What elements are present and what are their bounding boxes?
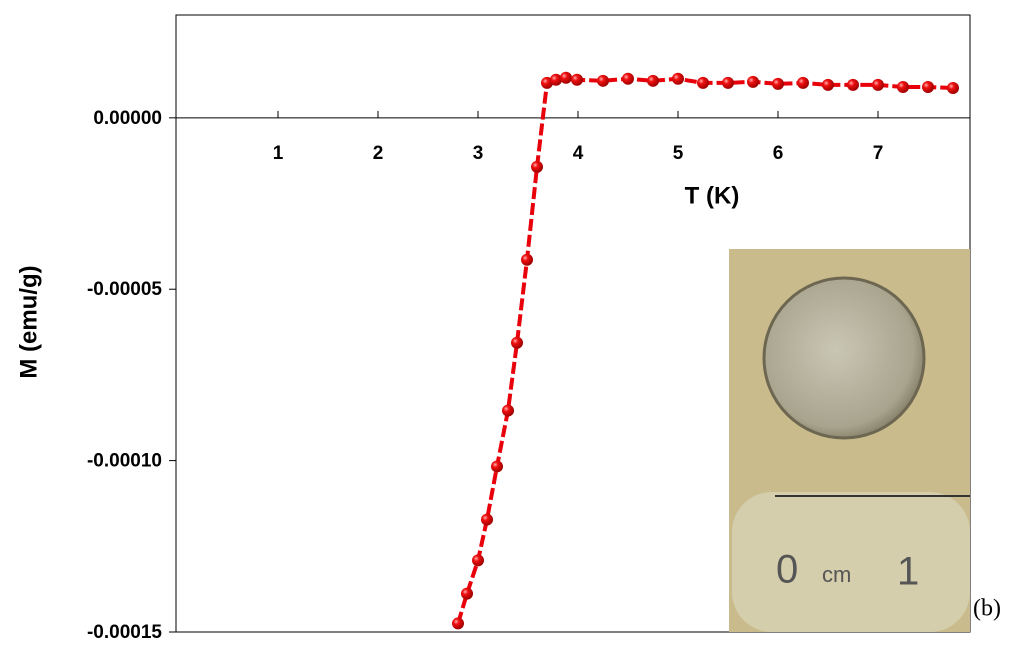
data-point	[947, 82, 959, 95]
x-tick-label: 5	[673, 143, 684, 164]
data-point	[511, 336, 523, 349]
x-tick-label: 6	[773, 143, 784, 164]
panel-label: (b)	[973, 596, 1001, 622]
x-tick-label: 1	[273, 143, 284, 164]
data-point	[550, 73, 562, 86]
data-point	[560, 71, 572, 84]
data-point	[747, 75, 759, 88]
data-point	[472, 554, 484, 567]
x-axis-title: T (K)	[685, 182, 740, 209]
data-point	[622, 72, 634, 85]
data-point	[531, 160, 543, 173]
inset-label: cm	[822, 562, 851, 587]
data-point	[571, 73, 583, 86]
data-point	[847, 78, 859, 91]
x-tick-label: 3	[473, 143, 484, 164]
inset-sample	[762, 276, 926, 440]
inset-label: 0	[776, 548, 798, 592]
data-point	[461, 587, 473, 600]
data-point	[722, 76, 734, 89]
inset-ruler	[732, 492, 970, 632]
data-point	[872, 78, 884, 91]
y-axis-title: M (emu/g)	[15, 265, 42, 378]
x-tick-label: 2	[373, 143, 384, 164]
data-point	[897, 80, 909, 93]
data-point	[491, 460, 503, 473]
data-point	[922, 80, 934, 93]
data-point	[672, 72, 684, 85]
data-point	[597, 74, 609, 87]
y-tick-label: -0.00005	[87, 279, 162, 300]
data-point	[502, 404, 514, 417]
inset-label: 1	[897, 550, 919, 594]
x-tick-label: 4	[573, 143, 584, 164]
inset-photo: 0 cm 1	[729, 249, 970, 632]
data-point	[452, 617, 464, 630]
data-point	[697, 76, 709, 89]
y-tick-label: -0.00015	[87, 622, 162, 643]
x-tick-label: 7	[873, 143, 884, 164]
data-point	[541, 76, 553, 89]
data-point	[797, 76, 809, 89]
data-point	[521, 253, 533, 266]
data-point	[481, 513, 493, 526]
series-line	[456, 75, 954, 624]
y-tick-label: -0.00010	[87, 451, 162, 472]
data-point	[822, 78, 834, 91]
y-tick-label: 0.00000	[93, 108, 162, 129]
data-point	[647, 74, 659, 87]
data-point	[772, 77, 784, 90]
